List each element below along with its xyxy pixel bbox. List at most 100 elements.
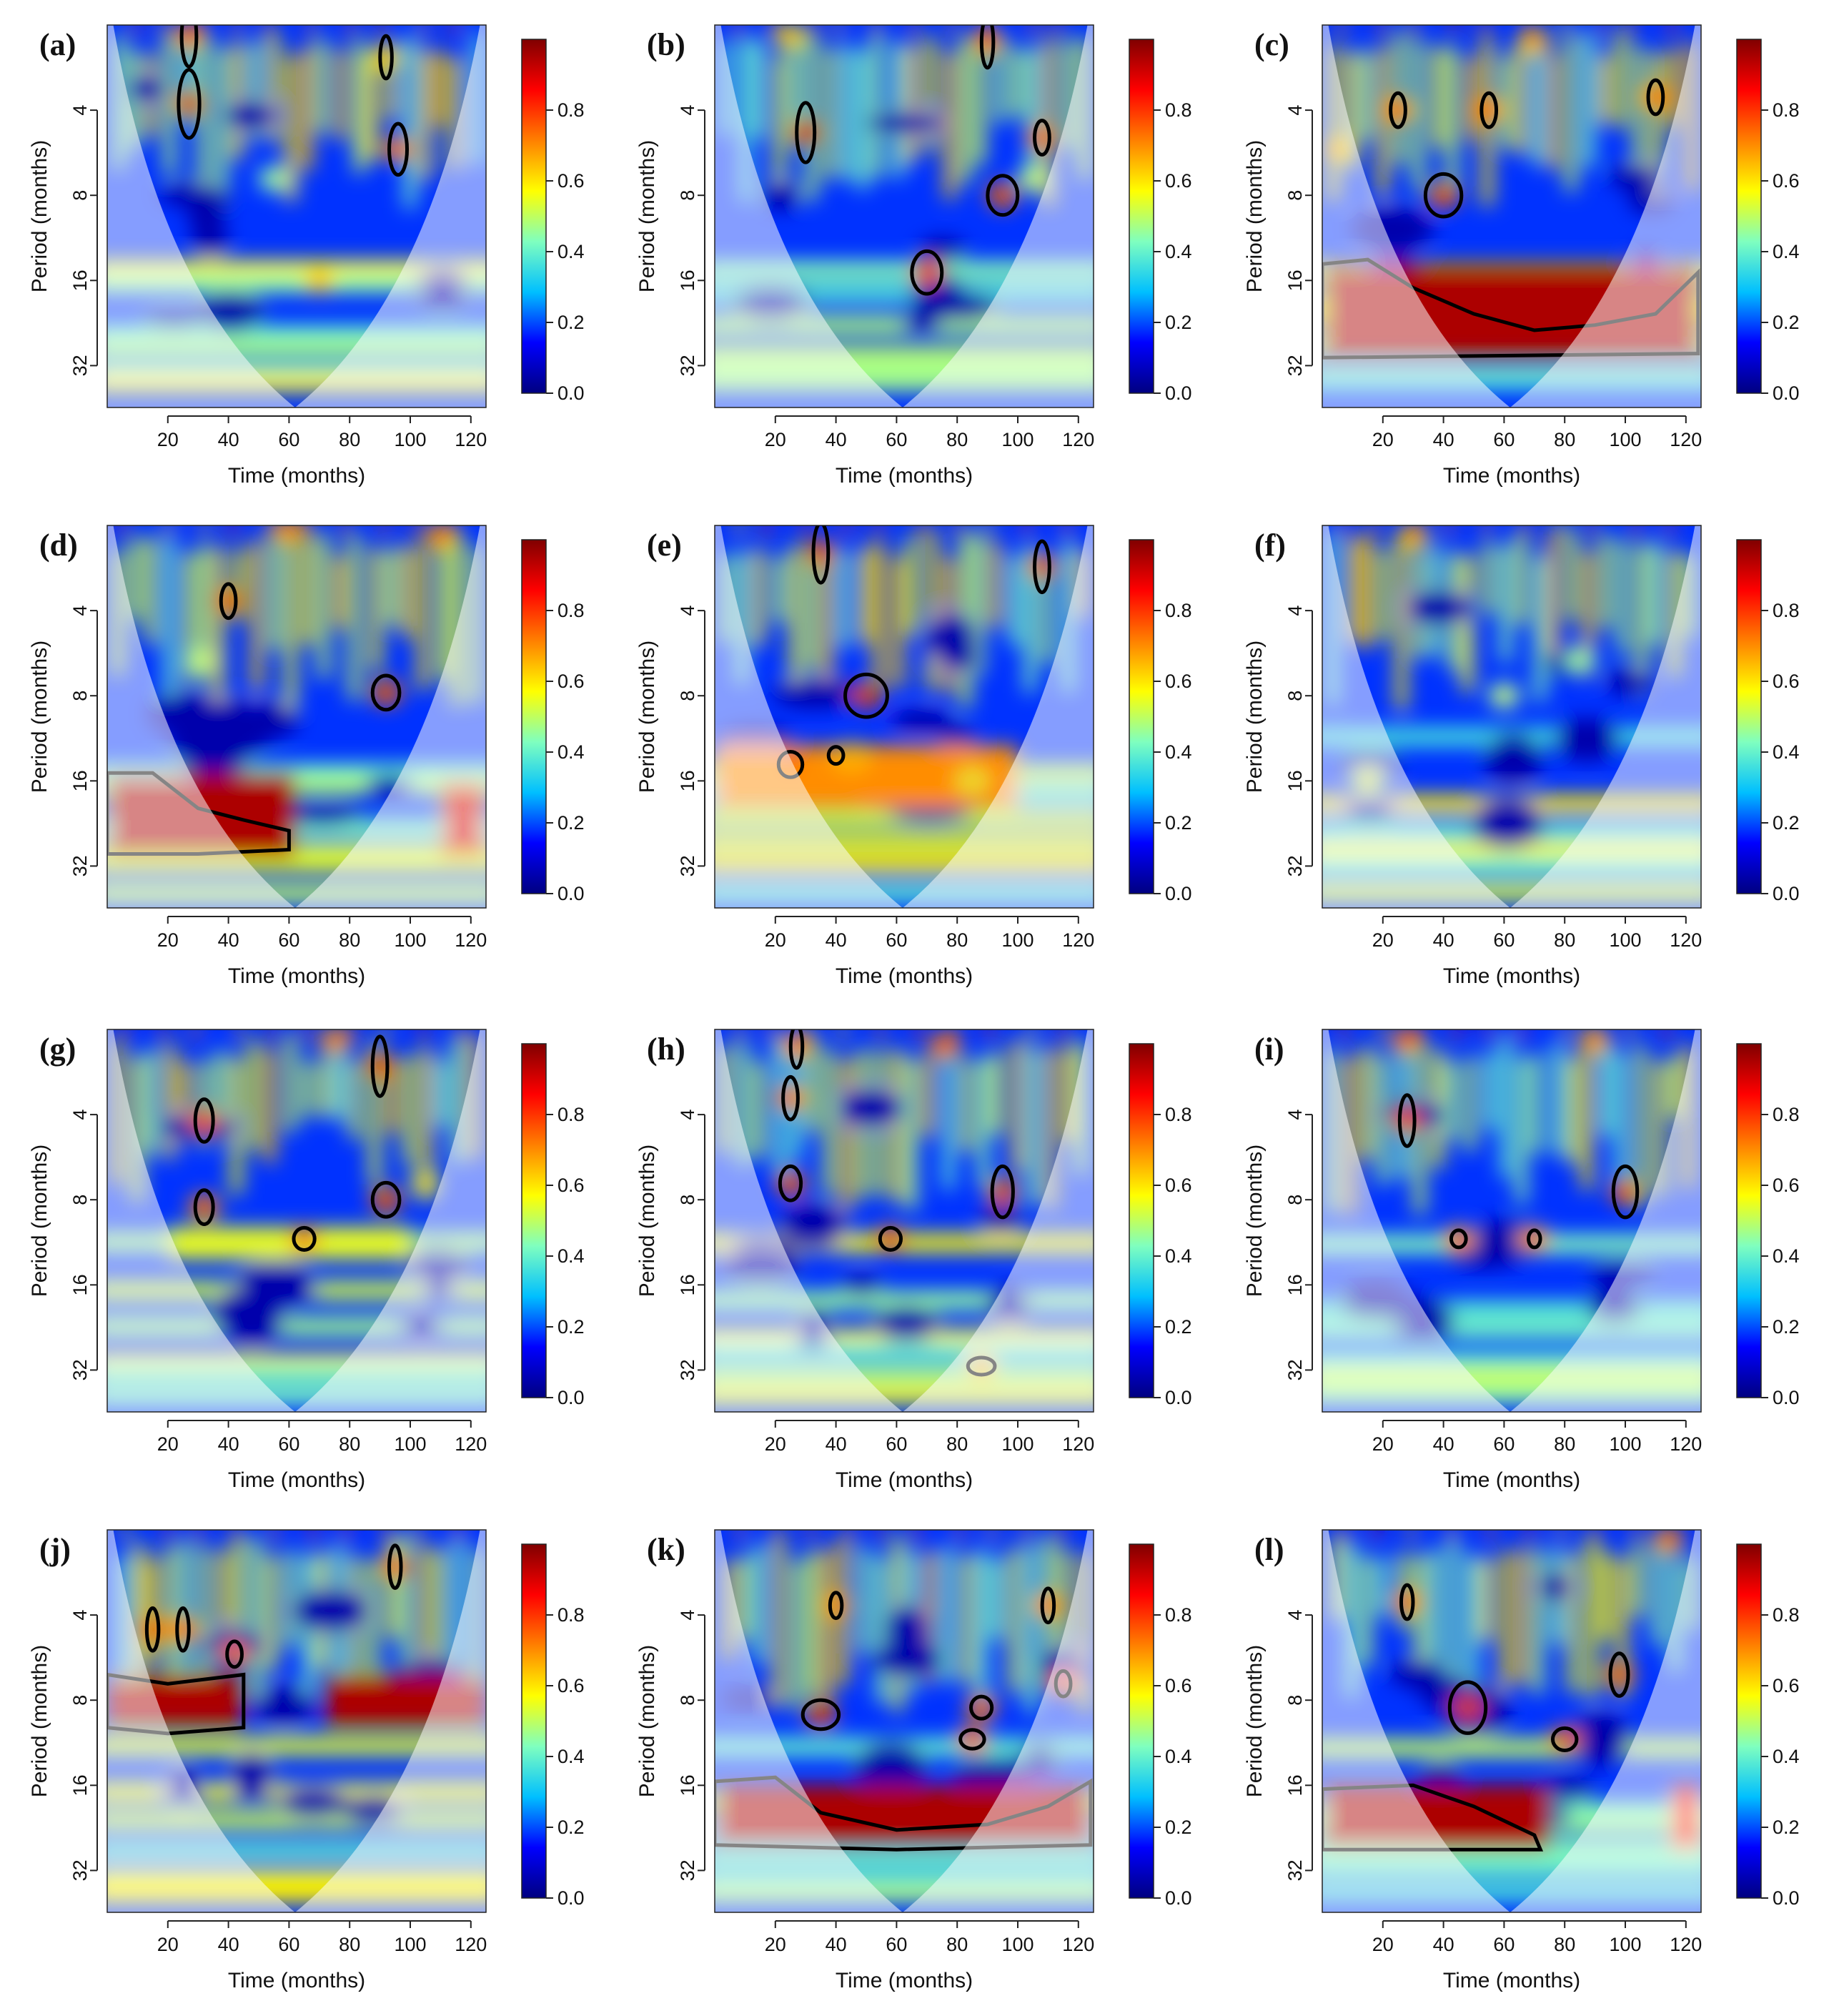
heatmap-stripe — [1026, 1544, 1036, 1714]
heatmap-tip — [1525, 25, 1532, 34]
heatmap-stripe — [873, 541, 884, 685]
y-axis: 4 8 16 32 — [1284, 105, 1313, 376]
x-tick-label: 20 — [765, 929, 786, 951]
heatmap-stripe — [1377, 1557, 1388, 1617]
x-tick-label: 60 — [1493, 1934, 1515, 1955]
heatmap-stripe — [1377, 549, 1388, 640]
coherence-blob — [857, 688, 876, 704]
heatmap-stripe — [858, 49, 868, 189]
significance-contour — [1397, 1093, 1417, 1148]
heatmap-stripe — [251, 1538, 262, 1699]
coherence-blob — [841, 747, 861, 764]
colorbar — [1129, 39, 1154, 393]
x-tick-label: 100 — [1001, 1433, 1034, 1455]
x-tick-label: 60 — [278, 1433, 299, 1455]
colorbar-tick-label: 0.0 — [1165, 382, 1192, 404]
heatmap-stripe — [164, 36, 175, 175]
panel-b: 20 40 60 80 100 120 Time (months) 4 8 16 32 Period … — [629, 24, 1192, 511]
heatmap-stripe — [1447, 46, 1457, 198]
heatmap-stripe — [906, 536, 917, 636]
colorbar-tick-label: 0.2 — [557, 1817, 585, 1838]
coherence-blob — [993, 187, 1012, 204]
heatmap-tip — [774, 1530, 782, 1539]
x-tick-label: 60 — [1493, 429, 1515, 450]
heatmap-tip — [1023, 525, 1031, 535]
y-tick-label: 16 — [677, 270, 698, 291]
colorbar-tick-label: 0.0 — [557, 883, 585, 904]
colorbar-tick-label: 0.8 — [1773, 99, 1800, 121]
colorbar-tick-label: 0.8 — [1773, 1604, 1800, 1626]
x-tick-label: 120 — [1062, 429, 1094, 450]
heatmap-tip — [801, 525, 808, 535]
heatmap-stripe — [943, 1041, 954, 1190]
significance-contour — [1389, 91, 1407, 129]
heatmap-low-patch — [941, 645, 981, 674]
x-tick-label: 60 — [1493, 929, 1515, 951]
coherence-blob — [1495, 688, 1514, 704]
y-axis-label: Period (months) — [635, 1145, 659, 1297]
coherence-blob — [225, 1646, 244, 1662]
heatmap-stripe — [1361, 534, 1372, 649]
panel-svg: 20 40 60 80 100 120 Time (months) 4 8 16 32 Period … — [1243, 525, 1800, 988]
colorbar-tick-label: 0.2 — [1773, 1817, 1800, 1838]
colorbar-tick-label: 0.8 — [1165, 1104, 1192, 1125]
colorbar-tick-label: 0.4 — [1165, 1746, 1192, 1767]
y-axis: 4 8 16 32 — [69, 105, 98, 376]
heatmap-stripe — [996, 35, 1006, 123]
plot-frame — [714, 525, 1094, 909]
panel-svg: 20 40 60 80 100 120 Time (months) 4 8 16 32 Period … — [28, 1529, 585, 1992]
x-tick-label: 80 — [339, 929, 360, 951]
heatmap-stripe — [1349, 538, 1359, 643]
coherence-blob — [811, 1706, 831, 1723]
coherence-blob — [431, 529, 450, 545]
heatmap-tip — [949, 1029, 957, 1039]
heatmap-low-patch — [1554, 718, 1620, 762]
heatmap-tip — [1671, 1530, 1679, 1539]
x-tick-label: 120 — [1670, 929, 1702, 951]
colorbar — [522, 540, 546, 894]
heatmap-tip — [130, 25, 138, 34]
significance-contour — [1423, 172, 1464, 219]
coherence-blob — [179, 96, 199, 112]
colorbar-frame — [521, 1043, 547, 1398]
heatmap-low-patch — [275, 1786, 351, 1820]
colorbar — [1129, 540, 1154, 894]
x-axis-label: Time (months) — [836, 1468, 973, 1492]
coherence-blob — [1555, 1731, 1575, 1747]
heatmap-tip — [911, 1530, 919, 1539]
heatmap-tip — [237, 1029, 244, 1039]
heatmap-stripe — [1396, 538, 1407, 711]
plot-frame — [714, 1529, 1094, 1913]
heatmap-stripe — [164, 538, 175, 707]
heatmap-tip — [1563, 1029, 1571, 1039]
x-axis-label: Time (months) — [836, 964, 973, 988]
heatmap-low-patch — [168, 731, 219, 754]
heatmap-area — [715, 1029, 1094, 1412]
x-tick-label: 120 — [455, 929, 487, 951]
colorbar-tick-label: 0.6 — [1165, 671, 1192, 692]
panel-letter: (d) — [39, 528, 78, 563]
x-tick-label: 40 — [826, 1433, 847, 1455]
y-tick-label: 16 — [69, 1274, 91, 1295]
heatmap-tip — [1339, 525, 1347, 535]
colorbar-frame — [1129, 39, 1154, 394]
x-tick-label: 80 — [1554, 929, 1575, 951]
coherence-blob — [781, 29, 800, 45]
x-axis-label: Time (months) — [228, 1468, 365, 1492]
heatmap-tip — [1562, 25, 1570, 34]
heatmap-low-patch — [773, 676, 859, 708]
heatmap-stripe — [1552, 1043, 1563, 1155]
y-tick-label: 4 — [1284, 105, 1306, 116]
panel-k: 20 40 60 80 100 120 Time (months) 4 8 16 32 Period … — [629, 1529, 1192, 2016]
panel-svg: 20 40 60 80 100 120 Time (months) 4 8 16 32 Period … — [1243, 24, 1800, 488]
x-axis: 20 40 60 80 100 120 — [765, 1920, 1094, 1955]
heatmap-tip — [1448, 1530, 1456, 1539]
heatmap-stripe — [334, 1039, 345, 1120]
heatmap-stripe — [790, 545, 801, 698]
colorbar-tick-label: 0.0 — [557, 382, 585, 404]
x-tick-label: 120 — [1062, 1433, 1094, 1455]
heatmap-tip — [1487, 1530, 1495, 1539]
heatmap-stripe — [906, 1058, 917, 1210]
heatmap-stripe — [774, 1538, 785, 1706]
colorbar-tick-label: 0.4 — [1773, 241, 1800, 262]
